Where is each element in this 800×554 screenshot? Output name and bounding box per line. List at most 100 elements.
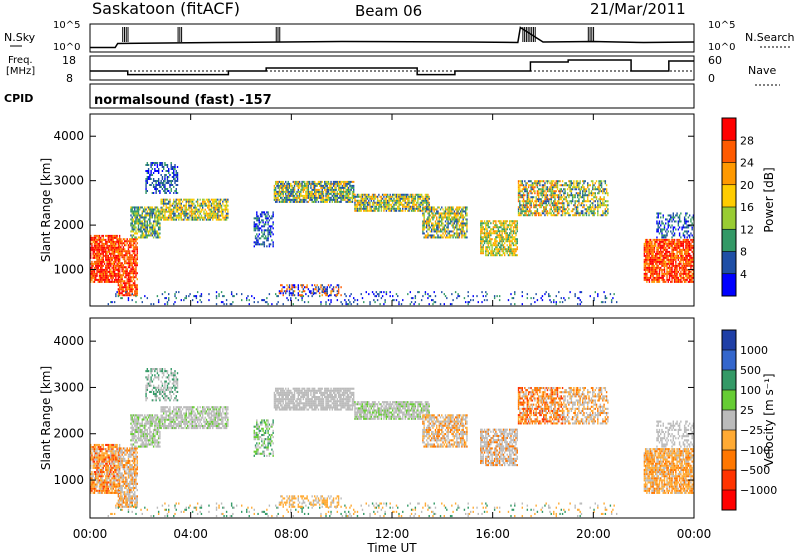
power-cell	[129, 288, 131, 291]
power-cell	[500, 238, 502, 241]
power-cell	[385, 207, 388, 210]
power-cell	[127, 240, 130, 243]
power-cell	[100, 274, 102, 277]
power-cell	[135, 260, 137, 263]
power-cell	[551, 194, 554, 197]
power-cell	[341, 194, 344, 197]
power-cell	[170, 190, 172, 192]
power-cell	[457, 212, 459, 215]
power-cell	[121, 248, 123, 251]
power-cell	[306, 188, 308, 191]
power-cell	[118, 258, 121, 261]
power-cell	[668, 260, 671, 263]
power-cell	[521, 200, 524, 203]
power-cell	[583, 214, 585, 217]
freq-tick-top: 18	[62, 54, 76, 67]
power-cell	[131, 286, 133, 289]
power-cell	[293, 190, 296, 193]
power-cell	[539, 192, 541, 195]
power-cell	[101, 260, 103, 263]
power-cell	[176, 204, 179, 207]
power-cell	[209, 214, 211, 217]
power-cell	[457, 208, 459, 211]
power-cell	[290, 184, 292, 187]
power-cell	[433, 234, 435, 237]
power-cell	[118, 254, 121, 257]
power-cell	[93, 256, 96, 259]
power-cell	[663, 244, 666, 247]
power-cell	[156, 214, 159, 217]
power-cell	[254, 229, 257, 232]
power-cell	[293, 188, 296, 191]
power-cell	[112, 242, 115, 245]
power-cell	[130, 270, 132, 273]
power-cell	[443, 224, 445, 227]
power-cell	[376, 209, 379, 212]
power-cell	[288, 192, 291, 195]
power-cell	[422, 208, 424, 211]
power-cell	[436, 224, 438, 227]
power-cell	[604, 182, 607, 185]
power-cell	[541, 202, 544, 205]
noise-left-tick-bottom: 10^0	[53, 42, 80, 53]
power-cell	[146, 162, 149, 164]
power-cell	[423, 214, 425, 217]
power-cell	[135, 274, 137, 277]
power-cell	[376, 199, 379, 202]
power-cell	[408, 203, 410, 206]
power-cell	[186, 218, 189, 221]
power-cell	[161, 200, 164, 203]
power-cell	[488, 248, 491, 251]
power-cell	[173, 202, 175, 205]
power-cell	[96, 262, 98, 265]
power-cell	[521, 208, 524, 211]
power-cell	[534, 206, 536, 209]
noise-right-tick-bottom: 10^0	[708, 42, 735, 53]
power-cell	[93, 278, 96, 281]
power-cell	[592, 206, 594, 209]
power-cell	[554, 202, 556, 205]
power-cell	[329, 188, 331, 191]
power-cell	[654, 244, 657, 247]
power-cell	[213, 200, 215, 203]
power-cell	[359, 205, 361, 208]
power-cell	[145, 226, 147, 229]
power-cell	[575, 206, 578, 209]
power-cell	[330, 188, 332, 191]
power-cell	[502, 226, 505, 229]
power-cell	[360, 197, 362, 200]
power-cell	[190, 218, 193, 221]
power-cell	[297, 186, 300, 189]
power-cell	[649, 246, 652, 249]
power-cell	[122, 268, 125, 271]
power-cell	[285, 196, 287, 199]
power-cell	[388, 203, 390, 206]
power-cell	[166, 206, 169, 209]
power-cell	[643, 266, 646, 269]
power-cell	[658, 280, 661, 283]
power-cell	[106, 254, 108, 257]
power-cell	[569, 184, 571, 187]
power-cell	[427, 232, 429, 235]
power-cell	[432, 224, 434, 227]
power-cell	[256, 219, 258, 222]
power-cell	[130, 276, 132, 279]
power-cell	[190, 200, 193, 203]
power-cell	[117, 252, 120, 255]
power-cell	[662, 244, 664, 247]
power-cell	[105, 254, 107, 257]
power-cell	[454, 212, 457, 215]
power-cell	[403, 193, 405, 196]
power-cell	[111, 240, 113, 243]
power-cell	[95, 236, 97, 239]
power-cell	[351, 196, 354, 199]
power-cell	[350, 200, 352, 203]
power-cell	[566, 212, 569, 215]
power-cell	[405, 207, 408, 210]
power-cell	[306, 186, 308, 189]
power-cell	[212, 218, 214, 221]
power-cell	[254, 237, 257, 240]
power-cell	[125, 254, 127, 257]
power-cell	[324, 180, 326, 183]
power-cell	[98, 268, 101, 271]
